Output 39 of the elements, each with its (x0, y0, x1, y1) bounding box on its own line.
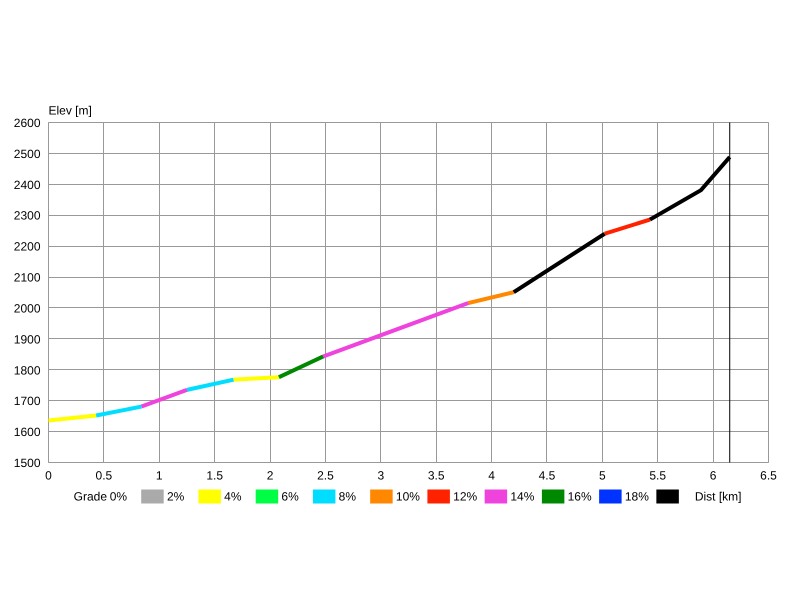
y-tick-label: 1700 (14, 394, 41, 408)
legend-label: 16% (568, 490, 592, 504)
x-tick-label: 6.5 (760, 468, 778, 482)
legend-label: 12% (453, 490, 478, 504)
legend-label: 2% (166, 490, 185, 504)
legend-label: 8% (338, 490, 356, 504)
legend-label: 0% (110, 490, 128, 504)
x-tick-label: 0.5 (96, 468, 113, 482)
y-tick-label: 1800 (14, 363, 41, 378)
legend-label: 4% (224, 490, 242, 504)
y-axis-title: Elev [m] (48, 104, 92, 118)
legend-title: Grade (74, 490, 108, 504)
x-tick-label: 3.5 (428, 468, 445, 482)
y-tick-label: 2500 (14, 146, 41, 161)
x-tick-label: 6 (710, 468, 717, 482)
legend-label: 6% (281, 490, 300, 504)
y-tick-label: 2300 (14, 208, 41, 223)
y-tick-label: 1500 (14, 456, 41, 470)
x-tick-label: 0 (45, 468, 52, 482)
x-tick-label: 3 (377, 468, 384, 482)
x-tick-label: 2.5 (317, 468, 334, 482)
legend-label: 18% (624, 490, 650, 504)
legend-label: 10% (396, 490, 420, 504)
x-tick-label: 4.5 (538, 468, 556, 482)
y-tick-label: 1900 (14, 332, 41, 346)
x-tick-label: 2 (266, 468, 274, 482)
x-axis-title: Dist [km] (694, 490, 742, 504)
y-tick-label: 1600 (14, 425, 41, 440)
x-tick-label: 1.5 (206, 468, 224, 482)
x-tick-label: 5 (599, 468, 606, 482)
legend-label: 14% (510, 490, 535, 504)
y-tick-label: 2100 (14, 270, 41, 285)
x-tick-label: 1 (156, 468, 163, 482)
y-tick-label: 2000 (14, 301, 41, 316)
y-tick-label: 2400 (14, 178, 41, 192)
y-tick-label: 2200 (14, 240, 41, 254)
x-tick-label: 4 (488, 468, 496, 482)
x-tick-label: 5.5 (649, 468, 666, 482)
y-tick-label: 2600 (14, 116, 41, 130)
